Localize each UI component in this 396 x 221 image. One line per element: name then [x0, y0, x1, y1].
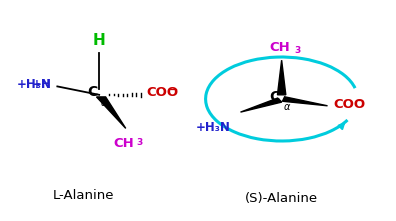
- Text: +H₃N: +H₃N: [196, 121, 230, 134]
- Text: (S)-Alanine: (S)-Alanine: [245, 192, 318, 205]
- Text: CH: CH: [269, 41, 290, 54]
- Text: COO: COO: [333, 98, 365, 111]
- Text: +H: +H: [32, 78, 51, 91]
- Polygon shape: [278, 60, 286, 95]
- Polygon shape: [282, 97, 327, 106]
- Text: α: α: [284, 102, 290, 112]
- Text: −: −: [169, 85, 178, 95]
- Text: 3: 3: [136, 138, 143, 147]
- Text: 3: 3: [294, 46, 301, 55]
- Polygon shape: [97, 97, 126, 128]
- Text: COO: COO: [147, 86, 179, 99]
- Text: +H₃N: +H₃N: [17, 78, 51, 91]
- Text: C: C: [87, 85, 97, 99]
- Text: α: α: [101, 98, 107, 108]
- Text: C: C: [270, 90, 280, 104]
- Text: L-Alanine: L-Alanine: [53, 189, 115, 202]
- Text: H: H: [93, 32, 105, 48]
- Text: CH: CH: [114, 137, 134, 150]
- Text: −: −: [355, 96, 364, 106]
- Polygon shape: [240, 98, 282, 112]
